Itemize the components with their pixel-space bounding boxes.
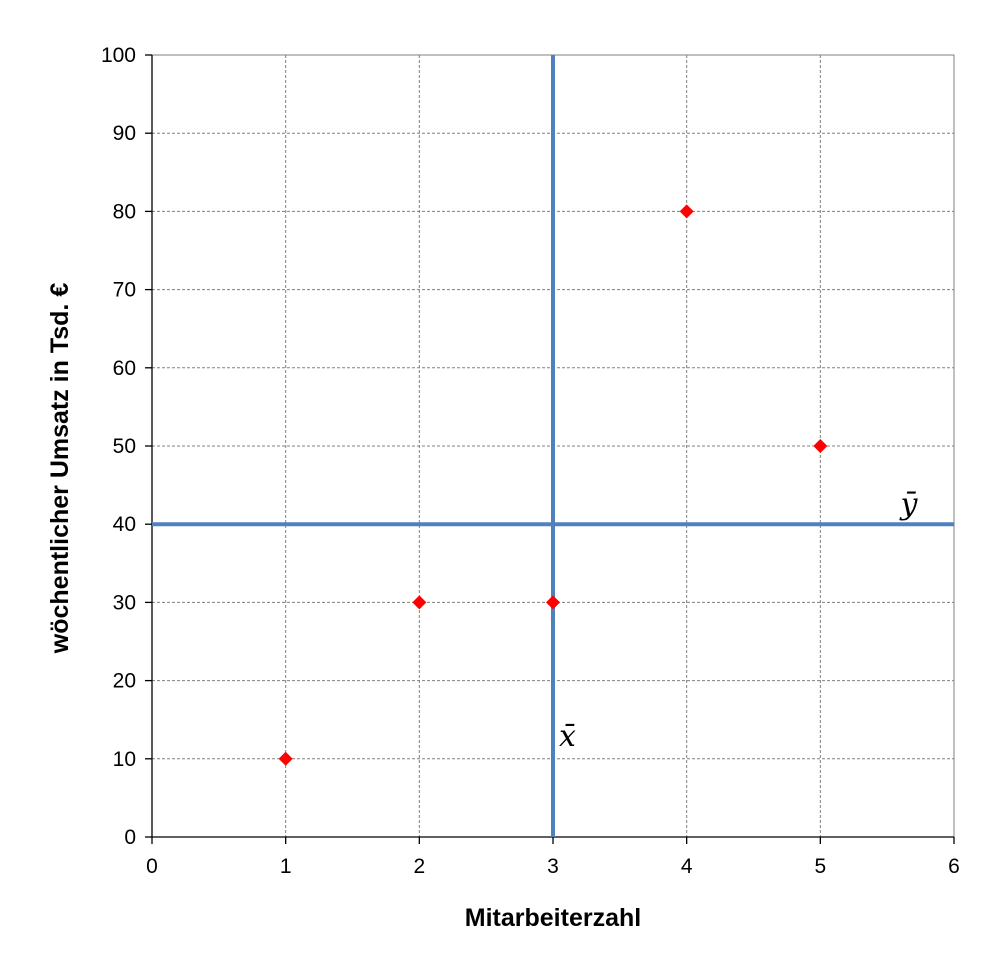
x-tick-label: 5 — [814, 855, 826, 878]
y-tick-label: 40 — [113, 513, 136, 536]
data-point — [679, 204, 694, 219]
x-tick-label: 0 — [146, 855, 158, 878]
y-tick-label: 60 — [113, 357, 136, 380]
y-tick-label: 70 — [113, 279, 136, 302]
y-tick-label: 20 — [113, 670, 136, 693]
x-tick-label: 2 — [413, 855, 425, 878]
y-axis-title: wöchentlicher Umsatz in Tsd. € — [46, 283, 74, 655]
y-tick-label: 50 — [113, 435, 136, 458]
data-point — [278, 751, 293, 766]
data-point — [813, 439, 828, 453]
x-tick-label: 3 — [547, 855, 559, 878]
data-points — [278, 204, 828, 766]
y-tick-label: 100 — [101, 44, 136, 67]
x-mean-label: x̄ — [559, 719, 576, 754]
y-tick-label: 80 — [113, 200, 136, 223]
data-point — [412, 595, 427, 610]
y-mean-label: ȳ — [899, 487, 919, 522]
y-tick-label: 30 — [113, 591, 136, 614]
x-tick-label: 6 — [948, 855, 960, 878]
y-tick-label: 10 — [113, 748, 136, 771]
y-tick-label: 90 — [113, 122, 136, 145]
x-axis-title: Mitarbeiterzahl — [465, 904, 641, 932]
mean-lines — [152, 55, 954, 837]
axes — [145, 54, 955, 844]
y-tick-label: 0 — [124, 826, 136, 849]
x-tick-label: 1 — [280, 855, 292, 878]
data-point — [546, 595, 560, 610]
x-tick-label: 4 — [681, 855, 693, 878]
